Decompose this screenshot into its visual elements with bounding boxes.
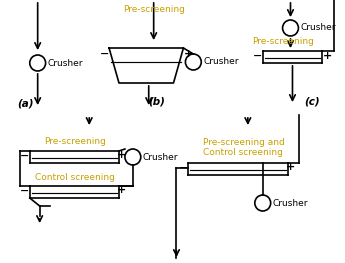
Text: Crusher: Crusher — [273, 199, 308, 208]
Text: +: + — [117, 150, 127, 160]
Text: Pre-screening and
Control screening: Pre-screening and Control screening — [203, 138, 285, 157]
Text: (a): (a) — [18, 98, 34, 108]
Text: −: − — [20, 186, 29, 196]
Text: +: + — [286, 161, 295, 171]
Text: −: − — [20, 151, 29, 161]
Text: Pre-screening: Pre-screening — [252, 37, 314, 45]
Text: +: + — [117, 185, 127, 195]
Text: Crusher: Crusher — [143, 153, 178, 161]
Text: −: − — [179, 163, 188, 173]
Text: Pre-screening: Pre-screening — [45, 136, 107, 145]
Text: Crusher: Crusher — [203, 58, 239, 67]
Text: Control screening: Control screening — [35, 174, 115, 183]
Text: +: + — [323, 51, 332, 61]
Text: +: + — [184, 49, 193, 59]
Text: −: − — [253, 51, 263, 61]
Text: Crusher: Crusher — [300, 23, 336, 33]
Text: (c): (c) — [305, 96, 320, 106]
Text: (b): (b) — [148, 96, 165, 106]
Text: Crusher: Crusher — [48, 58, 83, 68]
Text: −: − — [99, 49, 109, 59]
Text: Pre-screening: Pre-screening — [123, 6, 185, 14]
